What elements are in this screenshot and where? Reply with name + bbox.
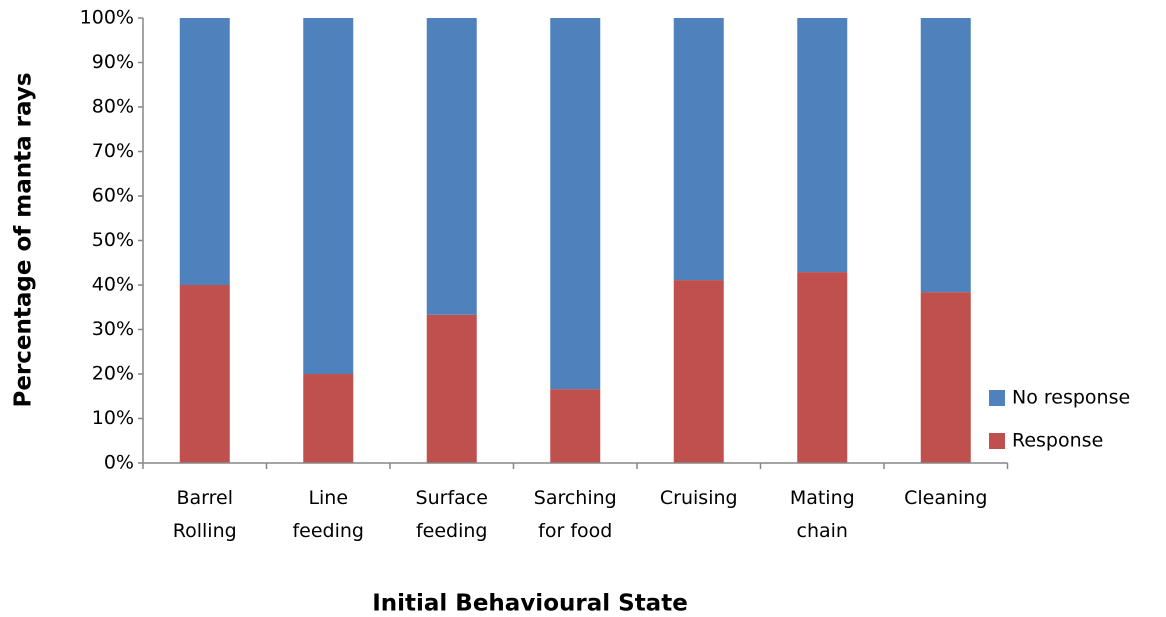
bar-segment <box>797 18 848 273</box>
y-axis-title: Percentage of manta rays <box>11 72 37 407</box>
x-tick-label: Surface feeding <box>415 487 488 542</box>
bar-segment <box>303 374 354 463</box>
bar-segment <box>920 292 971 463</box>
bar-segment <box>179 285 230 463</box>
legend-label: Response <box>1012 430 1103 452</box>
x-tick-label: Cruising <box>659 487 738 509</box>
y-tick-label: 60% <box>92 185 134 207</box>
x-axis-title: Initial Behavioural State <box>372 591 688 617</box>
y-tick-label: 70% <box>92 140 134 162</box>
bar-segment <box>673 280 724 463</box>
y-tick-label: 100% <box>80 7 134 29</box>
legend-swatch <box>989 433 1005 449</box>
bar-segment <box>550 18 601 390</box>
bar-segment <box>426 314 477 463</box>
x-tick-label: Line feeding <box>292 487 364 542</box>
x-tick-label: Sarching for food <box>533 487 617 542</box>
x-tick-label: Barrel Rolling <box>172 487 237 542</box>
bar-segment <box>303 18 354 374</box>
bar-segment <box>550 389 601 463</box>
y-tick-label: 30% <box>92 318 134 340</box>
x-tick-label: Mating chain <box>789 487 855 542</box>
y-tick-label: 10% <box>92 407 134 429</box>
y-tick-label: 90% <box>92 51 134 73</box>
y-tick-label: 50% <box>92 229 134 251</box>
x-tick-label: Cleaning <box>904 487 988 509</box>
legend-swatch <box>989 390 1005 406</box>
y-tick-label: 20% <box>92 363 134 385</box>
bar-segment <box>797 272 848 463</box>
bar-segment <box>920 18 971 293</box>
bar-segment <box>179 18 230 285</box>
y-tick-label: 80% <box>92 96 134 118</box>
bar-segment <box>426 18 477 315</box>
bar-segment <box>673 18 724 281</box>
y-tick-label: 40% <box>92 274 134 296</box>
y-tick-label: 0% <box>104 452 134 474</box>
legend-label: No response <box>1012 387 1130 409</box>
